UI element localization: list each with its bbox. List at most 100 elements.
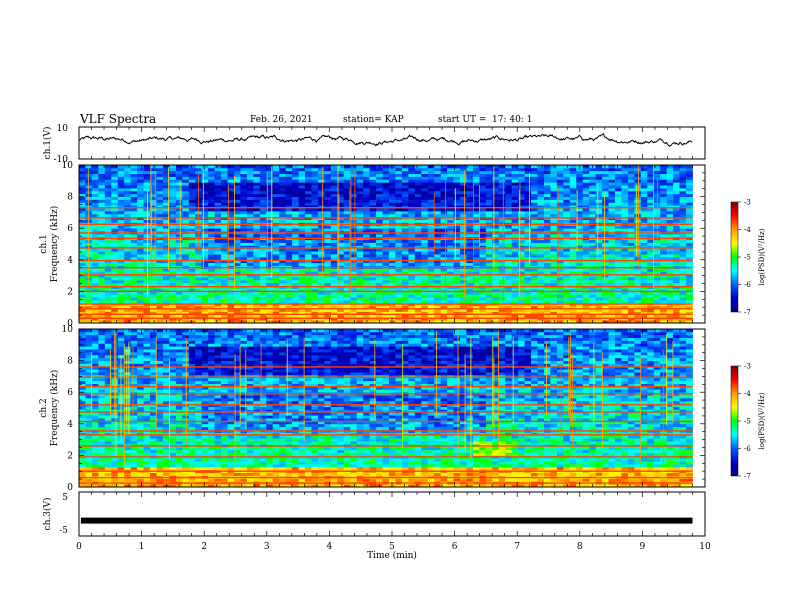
spectrogram-cell (337, 233, 345, 238)
spectrogram-cell (330, 251, 338, 255)
spectrogram-cell (498, 311, 506, 315)
spectrogram-cell (292, 274, 299, 278)
spectrogram-cell (447, 297, 454, 301)
spectrogram-cell (595, 271, 603, 275)
spectrogram-cell (666, 205, 674, 209)
spectrogram-cell (363, 262, 370, 266)
spectrogram-cell (485, 277, 493, 281)
spectrogram-cell (686, 182, 693, 186)
spectrogram-cell (582, 311, 590, 315)
spectrogram-cell (337, 245, 345, 249)
spectrogram-cell (576, 294, 584, 298)
spectrogram-cell (150, 196, 157, 200)
spectrogram-cell (221, 239, 228, 243)
spectrogram-cell (621, 320, 629, 324)
spectrogram-cell (214, 291, 222, 295)
spectrogram-cell (518, 291, 525, 295)
spectrogram-cell (175, 213, 183, 218)
spectrogram-cell (169, 259, 177, 264)
spectrogram-cell (162, 196, 170, 200)
spectrogram-cell (298, 190, 306, 195)
spectrogram-cell (466, 182, 474, 186)
spectrogram-cell (343, 259, 351, 264)
spectrogram-cell (130, 271, 138, 275)
spectrogram-cell (150, 262, 157, 266)
spectrogram-cell (621, 254, 629, 258)
spectrogram-cell (143, 314, 151, 318)
spectrogram-cell (569, 187, 577, 192)
spectrogram-cell (531, 262, 538, 266)
spectrogram-cell (602, 248, 609, 252)
spectrogram-cell (660, 196, 668, 200)
spectrogram-cell (324, 196, 332, 200)
spectrogram-cell (285, 185, 293, 189)
spectrogram-cell (175, 242, 183, 246)
spectrogram-cell (466, 210, 474, 215)
spectrogram-cell (395, 268, 403, 272)
spectrogram-cell (330, 196, 338, 200)
spectrogram-cell (505, 225, 513, 229)
spectrogram-cell (466, 274, 474, 278)
spectrogram-cell (382, 277, 390, 281)
spectrogram-cell (233, 297, 241, 301)
spectrogram-cell (130, 179, 138, 183)
spectrogram-cell (182, 208, 190, 212)
spectrogram-cell (350, 190, 358, 195)
spectrogram-cell (337, 320, 345, 324)
spectrogram-cell (608, 251, 616, 255)
spectrogram-cell (369, 190, 377, 195)
spectrogram-cell (621, 305, 629, 310)
spectrogram-cell (91, 259, 99, 264)
spectrogram-cell (453, 300, 461, 304)
spectrogram-cell (447, 288, 454, 292)
spectrogram-cell (233, 185, 241, 189)
spectrogram-cell (201, 210, 209, 215)
spectrogram-cell (543, 288, 551, 292)
spectrogram-cell (150, 256, 157, 261)
spectrogram-cell (460, 259, 467, 264)
spectrogram-cell (279, 268, 287, 272)
spectrogram-cell (317, 193, 325, 197)
spectrogram-cell (582, 187, 590, 192)
spectrogram-cell (543, 311, 551, 315)
spectrogram-cell (279, 179, 287, 183)
spectrogram-cell (111, 208, 119, 212)
spectrogram-cell (162, 300, 170, 304)
spectrogram-cell (589, 225, 597, 229)
spectrogram-cell (227, 268, 235, 272)
spectrogram-cell (188, 277, 196, 281)
spectrogram-cell (201, 179, 209, 183)
spectrogram-cell (640, 193, 648, 197)
spectrogram-cell (621, 199, 629, 203)
spectrogram-cell (460, 268, 467, 272)
spectrogram-cell (253, 297, 261, 301)
spectrogram-cell (505, 248, 513, 252)
spectrogram-cell (298, 314, 306, 318)
spectrogram-cell (111, 173, 119, 177)
spectrogram-cell (537, 300, 545, 304)
spectrogram-cell (227, 210, 235, 215)
spectrogram-cell (660, 259, 668, 264)
spectrogram-cell (666, 254, 674, 258)
spectrogram-cell (279, 173, 287, 177)
spectrogram-cell (233, 219, 241, 223)
spectrogram-cell (466, 297, 474, 301)
spectrogram-cell (227, 291, 235, 295)
spectrogram-cell (311, 256, 319, 261)
spectrogram-cell (447, 205, 454, 209)
spectrogram-cell (408, 308, 416, 312)
spectrogram-cell (660, 213, 668, 218)
spectrogram-cell (485, 282, 493, 287)
spectrogram-cell (460, 320, 467, 324)
spectrogram-cell (589, 297, 597, 301)
spectrogram-cell (434, 210, 442, 215)
spectrogram-cell (233, 233, 241, 238)
spectrogram-cell (98, 248, 106, 252)
spectrogram-cell (169, 219, 177, 223)
spectrogram-cell (317, 242, 325, 246)
spectrogram-cell (614, 268, 622, 272)
spectrogram-cell (602, 233, 609, 238)
spectrogram-cell (111, 190, 119, 195)
spectrogram-cell (576, 205, 584, 209)
spectrogram-cell (447, 190, 454, 195)
